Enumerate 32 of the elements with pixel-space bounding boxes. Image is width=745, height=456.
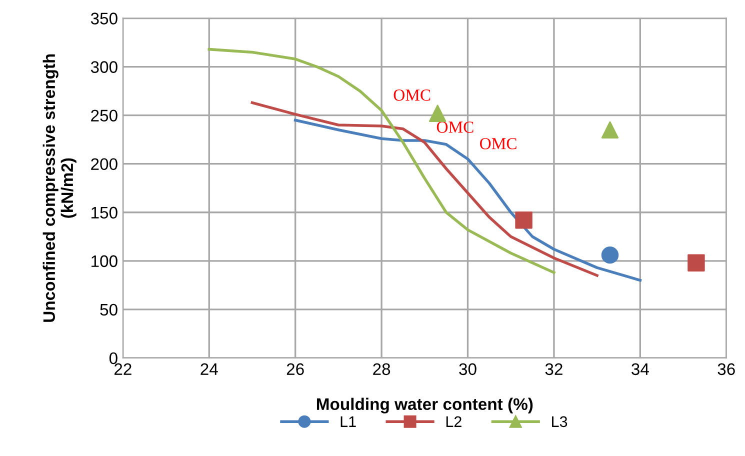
- line-series: [208, 48, 556, 274]
- annotation: OMC: [394, 90, 430, 101]
- point: [515, 212, 532, 229]
- y-tick-label: 300: [90, 61, 118, 73]
- x-tick-label: 34: [632, 363, 649, 376]
- x-tick-label: 24: [200, 363, 218, 375]
- x-tick-label: 30: [459, 363, 476, 376]
- point: [688, 254, 705, 272]
- legend-label: L2: [446, 416, 462, 427]
- y-axis-title: Unconfined compressive strength (kN/m2): [42, 54, 76, 322]
- x-tick-label: 26: [286, 363, 304, 376]
- point: [601, 121, 619, 138]
- y-tick-label: 0: [109, 352, 118, 364]
- y-tick-label: 50: [100, 304, 118, 316]
- y-tick-label: 100: [92, 255, 118, 268]
- legend-label: L3: [552, 416, 568, 428]
- x-tick-label: 22: [114, 363, 132, 375]
- legend-label: L1: [340, 416, 356, 427]
- point: [601, 246, 619, 264]
- annotation: OMC: [480, 138, 516, 150]
- x-axis-title: Moulding water content (%): [316, 398, 533, 414]
- annotation: OMC: [436, 122, 474, 133]
- y-tick-label: 350: [90, 12, 118, 24]
- x-tick-label: 36: [718, 363, 735, 376]
- x-tick-label: 28: [373, 363, 390, 376]
- y-tick-label: 250: [91, 110, 118, 122]
- y-tick-label: 150: [92, 206, 118, 219]
- x-tick-label: 32: [545, 363, 562, 376]
- point: [428, 104, 446, 122]
- line-series: [294, 118, 642, 282]
- y-tick-label: 200: [91, 158, 118, 170]
- line-series: [250, 101, 598, 277]
